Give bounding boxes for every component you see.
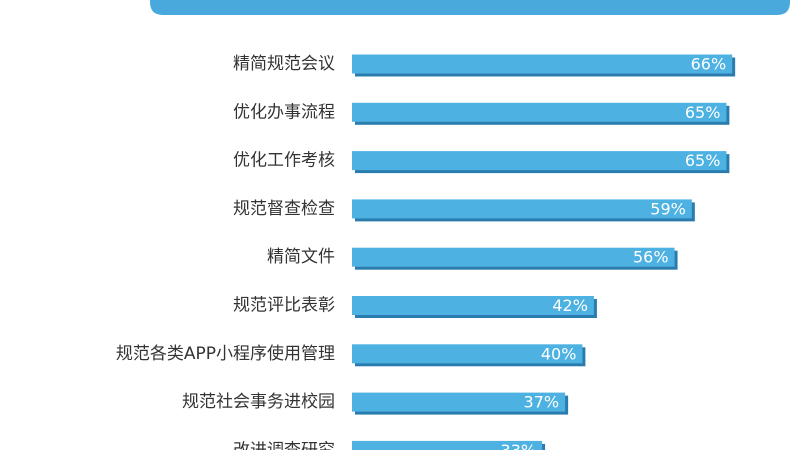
bar (352, 102, 727, 122)
value-label: 66% (691, 55, 727, 74)
bar (352, 151, 727, 171)
value-label: 40% (541, 344, 577, 363)
value-label: 65% (685, 103, 721, 122)
category-label: 规范社会事务进校园 (182, 392, 335, 412)
header-band (150, 0, 790, 15)
value-label: 65% (685, 151, 721, 170)
bar (352, 392, 566, 412)
category-label: 规范评比表彰 (233, 296, 335, 316)
bar (352, 54, 733, 74)
category-label: 优化工作考核 (233, 151, 335, 171)
value-label: 37% (524, 393, 560, 412)
bar (352, 247, 675, 267)
value-label: 42% (552, 296, 588, 315)
category-label: 规范各类APP小程序使用管理 (116, 343, 335, 364)
category-label: 精简规范会议 (233, 54, 335, 74)
value-label: 59% (650, 199, 686, 218)
bar (352, 344, 583, 364)
value-label: 56% (633, 248, 669, 267)
category-label: 优化办事流程 (233, 102, 335, 122)
value-label: 33% (501, 441, 537, 450)
category-label: 规范督查检查 (233, 199, 335, 219)
bar (352, 199, 692, 219)
bar (352, 296, 594, 315)
category-label: 改进调查研究 (233, 440, 335, 450)
category-label: 精简文件 (267, 247, 335, 267)
bar (352, 440, 543, 450)
